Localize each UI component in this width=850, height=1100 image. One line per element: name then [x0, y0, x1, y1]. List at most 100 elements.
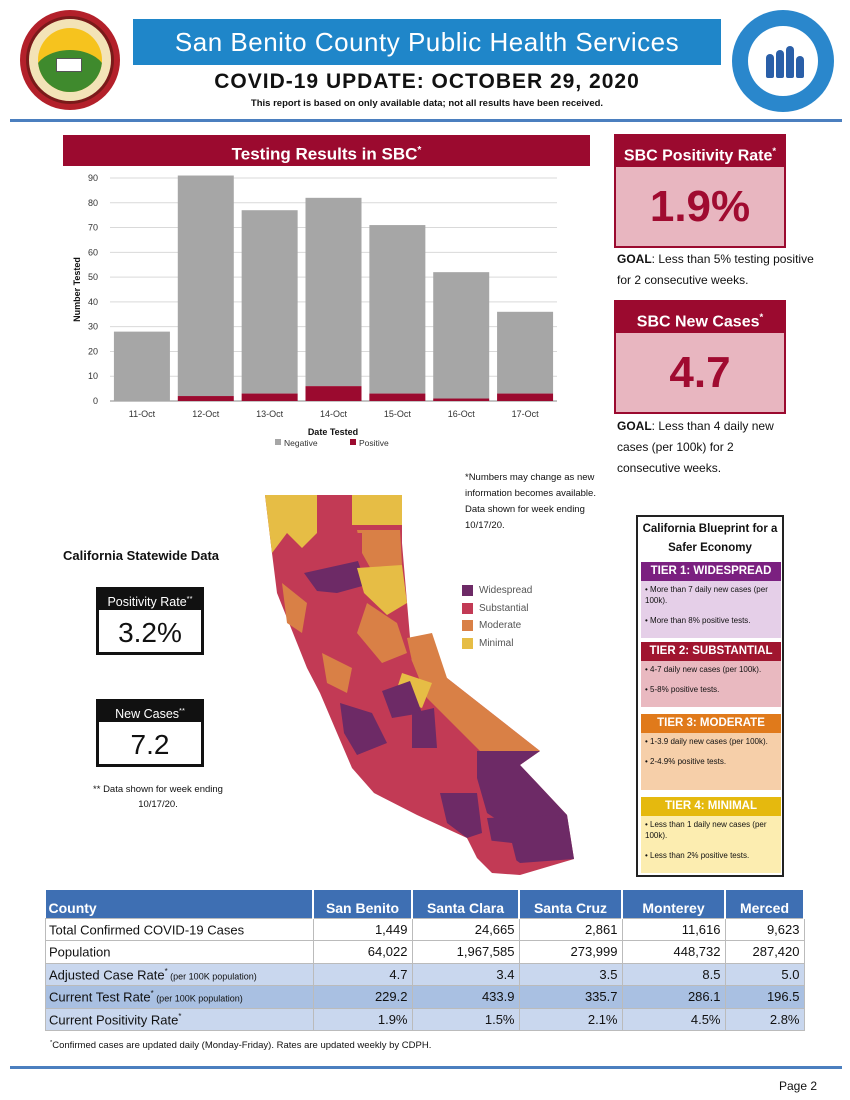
california-tier-map [265, 495, 574, 875]
table-footnote: *Confirmed cases are updated daily (Mond… [50, 1040, 432, 1052]
table-cell: 448,732 [621, 940, 726, 964]
table-cell: 4.5% [621, 1007, 726, 1031]
report-disclaimer: This report is based on only available d… [250, 98, 604, 109]
chart-title-text: Testing Results in SBC [231, 144, 418, 164]
bottom-divider [10, 1066, 842, 1069]
table-cell: 286.1 [621, 985, 726, 1009]
sbc-positivity-value: 1.9% [616, 167, 784, 246]
table-cell: 273,999 [518, 940, 623, 964]
bar-positive [497, 393, 554, 401]
ca-positivity-label: Positivity Rate** [99, 588, 201, 610]
ca-positivity-value: 3.2% [118, 617, 182, 648]
table-row: Current Positivity Rate* 1.9% 1.5% 2.1% 4.5%… [45, 1007, 805, 1031]
x-tick-label: 11-Oct [129, 409, 156, 419]
report-subtitle: COVID-19 UPDATE: OCTOBER 29, 2020 [214, 70, 640, 93]
bar-negative [497, 311, 554, 394]
county-seal-logo [20, 10, 120, 110]
sbc-new-cases-box: SBC New Cases* 4.7 [614, 300, 786, 414]
table-row: Adjusted Case Rate* (per 100K population… [45, 962, 805, 986]
map-legend-item: Substantial [462, 600, 532, 618]
sbc-positivity-box: SBC Positivity Rate* 1.9% [614, 134, 786, 248]
y-tick-label: 50 [88, 272, 98, 282]
tier-substantial: TIER 2: SUBSTANTIAL • 4-7 daily new case… [641, 642, 781, 707]
x-tick-label: 16-Oct [448, 409, 476, 419]
table-cell: 4.7 [312, 962, 413, 986]
public-health-logo [732, 10, 834, 112]
col-header: Monterey [622, 890, 726, 918]
row-label: Current Positivity Rate* [45, 1007, 314, 1031]
blueprint-panel: California Blueprint for a Safer Economy… [636, 515, 784, 877]
testing-bar-chart: 0 10 20 30 40 50 60 70 80 90 11-Oct 12-Oct 13-Oct 14-… [63, 166, 590, 458]
legend-swatch [462, 637, 473, 649]
y-tick-label: 90 [88, 173, 98, 183]
bar-negative [369, 225, 426, 394]
y-tick-label: 20 [88, 346, 98, 356]
sbc-new-cases-goal: GOAL: Less than 4 daily new cases (per 1… [617, 419, 774, 475]
map-legend: Widespread Substantial Moderate Minimal [462, 582, 532, 652]
x-tick-label: 13-Oct [256, 409, 284, 419]
y-tick-label: 60 [88, 247, 98, 257]
page-number: Page 2 [779, 1079, 818, 1093]
ca-new-cases-value: 7.2 [130, 729, 170, 760]
x-tick-label: 14-Oct [320, 409, 348, 419]
bar-positive [369, 393, 426, 401]
table-cell: 9,623 [724, 917, 805, 941]
table-cell: 433.9 [411, 985, 520, 1009]
tier-minimal: TIER 4: MINIMAL • Less than 1 daily new … [641, 797, 781, 873]
legend-label: Substantial [479, 602, 529, 614]
legend-label-negative: Negative [284, 438, 318, 448]
tier-widespread: TIER 1: WIDESPREAD • More than 7 daily n… [641, 562, 781, 638]
legend-swatch [462, 620, 473, 632]
row-label: Current Test Rate* (per 100K population) [45, 985, 314, 1009]
y-tick-label: 70 [88, 223, 98, 233]
legend-swatch [462, 585, 473, 597]
ca-new-cases-box: New Cases** 7.2 [96, 699, 204, 767]
table-row: Total Confirmed COVID-19 Cases 1,449 24,66… [45, 917, 805, 941]
table-cell: 2,861 [518, 917, 623, 941]
bar-negative [113, 331, 170, 401]
chart-title: Testing Results in SBC* [63, 135, 590, 166]
table-cell: 2.1% [518, 1007, 623, 1031]
sbc-positivity-goal: GOAL: Less than 5% testing positive for … [617, 252, 814, 287]
table-cell: 1.9% [312, 1007, 413, 1031]
table-row: Population 64,022 1,967,585 273,999 448,732 2… [45, 940, 805, 964]
table-cell: 196.5 [724, 985, 805, 1009]
table-cell: 287,420 [724, 940, 805, 964]
table-cell: 3.5 [518, 962, 623, 986]
legend-swatch [462, 602, 473, 614]
map-legend-item: Moderate [462, 617, 532, 635]
bar-negative [305, 197, 362, 387]
x-tick-label: 12-Oct [192, 409, 220, 419]
tier-minimal-title: TIER 4: MINIMAL [641, 797, 781, 816]
y-tick-label: 10 [88, 371, 98, 381]
table-cell: 5.0 [724, 962, 805, 986]
col-header: San Benito [313, 890, 413, 918]
map-legend-item: Widespread [462, 582, 532, 600]
statewide-title: California Statewide Data [63, 548, 220, 563]
sbc-positivity-label: SBC Positivity Rate* [616, 136, 784, 167]
y-tick-label: 80 [88, 198, 98, 208]
table-cell: 64,022 [312, 940, 413, 964]
x-axis-label: Date Tested [308, 427, 358, 437]
y-tick-label: 30 [88, 322, 98, 332]
table-cell: 1,449 [312, 917, 413, 941]
statewide-note: ** Data shown for week ending 10/17/20. [93, 784, 223, 810]
data-note: *Numbers may change as new information b… [465, 472, 596, 531]
col-header: County [45, 890, 314, 918]
table-cell: 8.5 [621, 962, 726, 986]
table-cell: 1.5% [411, 1007, 520, 1031]
col-header: Santa Cruz [519, 890, 623, 918]
table-cell: 3.4 [411, 962, 520, 986]
table-cell: 24,665 [411, 917, 520, 941]
legend-label: Minimal [479, 637, 514, 649]
legend-swatch-positive [350, 439, 356, 445]
legend-label: Moderate [479, 620, 522, 632]
x-tick-label: 15-Oct [384, 409, 412, 419]
tier-moderate: TIER 3: MODERATE • 1-3.9 daily new cases… [641, 714, 781, 790]
table-row: Current Test Rate* (per 100K population)… [45, 985, 805, 1009]
bar-positive [433, 398, 490, 401]
bar-positive [177, 396, 234, 401]
table-cell: 2.8% [724, 1007, 805, 1031]
row-label: Adjusted Case Rate* (per 100K population… [45, 962, 314, 986]
table-cell: 1,967,585 [411, 940, 520, 964]
